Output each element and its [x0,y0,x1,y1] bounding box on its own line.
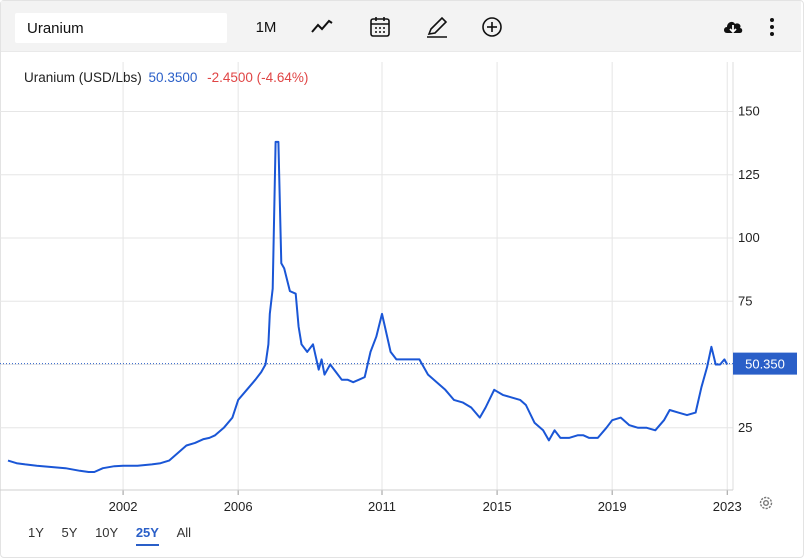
y-tick-label: 100 [738,230,760,245]
quote-header: Uranium (USD/Lbs) 50.3500 -2.4500 (-4.64… [24,70,308,85]
range-10y[interactable]: 10Y [95,525,119,540]
last-value-label: 50.350 [745,357,785,372]
toolbar: 1M [1,1,801,52]
range-all[interactable]: All [176,525,192,540]
x-tick-label: 2023 [713,499,742,514]
last-value-badge [733,352,797,375]
symbol-search-input[interactable] [15,13,227,43]
x-tick-label: 2002 [109,499,138,514]
line-chart-icon[interactable] [309,14,335,40]
last-price: 50.3500 [148,70,198,85]
settings-gear-icon[interactable] [757,494,775,512]
x-tick-label: 2019 [598,499,627,514]
cloud-download-icon[interactable] [720,14,746,40]
range-1y[interactable]: 1Y [28,525,44,540]
x-tick-label: 2015 [483,499,512,514]
y-tick-label: 75 [738,293,752,308]
range-25y[interactable]: 25Y [135,525,159,546]
y-tick-label: 25 [738,420,752,435]
calendar-icon[interactable] [367,14,393,40]
more-vert-icon[interactable] [759,14,785,40]
instrument-name: Uranium (USD/Lbs) [24,70,142,85]
price-change: -2.4500 (-4.64%) [207,70,309,85]
range-5y[interactable]: 5Y [61,525,78,540]
range-selector: 1Y 5Y 10Y 25Y All [28,525,205,546]
x-tick-label: 2006 [224,499,253,514]
interval-button[interactable]: 1M [255,19,277,36]
pencil-icon[interactable] [424,14,450,40]
price-line-series[interactable] [7,140,729,473]
add-circle-icon[interactable] [479,14,505,40]
x-tick-label: 2011 [368,499,396,514]
y-tick-label: 125 [738,167,760,182]
y-tick-label: 150 [738,104,760,119]
